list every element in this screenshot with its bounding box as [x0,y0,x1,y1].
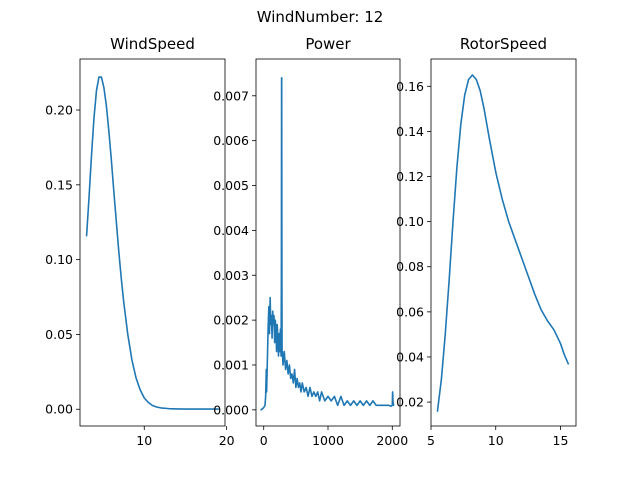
panel-title: WindSpeed [110,35,195,53]
y-tick-label: 0.14 [396,124,424,139]
series-line [436,74,570,412]
y-tick-label: 0.004 [213,223,249,238]
y-tick-label: 0.001 [213,357,249,372]
y-tick-label: 0.20 [45,103,73,118]
x-tick-label: 10 [488,433,504,448]
y-tick-label: 0.10 [45,252,73,267]
y-tick-label: 0.000 [213,402,249,417]
series-line [260,77,395,411]
y-tick-label: 0.00 [45,402,73,417]
y-tick-label: 0.007 [213,88,249,103]
x-tick-label: 1000 [312,433,344,448]
y-tick-label: 0.12 [396,169,424,184]
x-tick-label: 0 [260,433,268,448]
y-tick-label: 0.05 [45,327,73,342]
x-tick-label: 10 [136,433,152,448]
y-tick-label: 0.06 [396,304,424,319]
panel-title: RotorSpeed [460,35,547,53]
y-tick-label: 0.005 [213,178,249,193]
panel-title: Power [305,35,351,53]
x-tick-label: 2000 [376,433,408,448]
y-tick-label: 0.003 [213,268,249,283]
y-tick-label: 0.15 [45,177,73,192]
axes-frame [430,58,577,427]
panel-power: Power 0 1000 2000 0.000 0.001 0.002 0.003 0.004… [213,35,408,448]
panel-rotorspeed: RotorSpeed 5 10 15 0.02 0.04 0.06 0.08 0.10 0.12… [396,35,577,448]
axes-frame [79,58,226,427]
y-tick-label: 0.02 [396,395,424,410]
panel-windspeed: WindSpeed 10 20 0.00 0.05 0.10 0.15 0.20 [45,35,234,448]
y-tick-label: 0.08 [396,259,424,274]
y-tick-label: 0.16 [396,79,424,94]
figure-suptitle: WindNumber: 12 [257,8,384,26]
series-line [85,76,220,410]
y-tick-label: 0.002 [213,313,249,328]
x-tick-label: 5 [427,433,435,448]
x-tick-label: 15 [553,433,569,448]
y-tick-label: 0.04 [396,349,424,364]
y-tick-label: 0.006 [213,133,249,148]
x-tick-label: 20 [219,433,235,448]
y-tick-label: 0.10 [396,214,424,229]
